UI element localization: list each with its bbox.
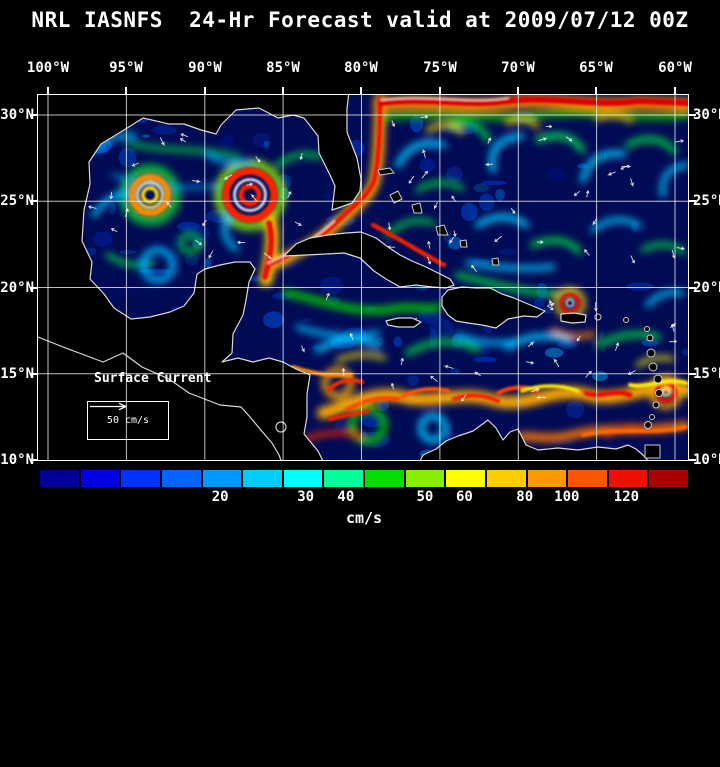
north-america-landmass	[38, 95, 362, 460]
colorbar-segment	[608, 470, 648, 487]
axis-tick	[30, 459, 37, 461]
colorbar-segment	[202, 470, 242, 487]
axis-tick	[595, 87, 597, 94]
colorbar-segment	[486, 470, 526, 487]
lat-axis-label: 15°N	[0, 366, 34, 382]
colorbar-segment	[365, 470, 404, 487]
lon-axis-label: 90°W	[188, 60, 222, 76]
forecast-map: Surface Current 50 cm/s	[37, 94, 689, 461]
lake-nicaragua	[275, 421, 287, 433]
lon-axis-label: 60°W	[658, 60, 692, 76]
scale-label: 50 cm/s	[106, 415, 150, 426]
cuba-island	[283, 231, 455, 289]
axis-tick	[282, 87, 284, 94]
axis-tick	[439, 87, 441, 94]
colorbar	[40, 470, 688, 487]
colorbar-segment	[121, 470, 160, 487]
axis-tick	[517, 87, 519, 94]
lat-axis-label: 15°N	[693, 366, 720, 382]
lat-axis-label: 10°N	[693, 452, 720, 468]
lat-axis-label: 25°N	[693, 193, 720, 209]
land-layer	[38, 95, 663, 460]
axis-tick	[204, 87, 206, 94]
jamaica-island	[385, 317, 422, 328]
axis-tick	[30, 200, 37, 202]
colorbar-segment	[405, 470, 445, 487]
axis-tick	[689, 373, 696, 375]
lon-axis-label: 65°W	[579, 60, 613, 76]
page-title: NRL IASNFS 24-Hr Forecast valid at 2009/…	[31, 8, 689, 32]
axis-tick	[30, 287, 37, 289]
colorbar-segment	[446, 470, 485, 487]
lat-axis-label: 20°N	[0, 280, 34, 296]
colorbar-unit: cm/s	[345, 509, 383, 527]
graticule	[38, 95, 688, 460]
south-america-landmass	[419, 419, 649, 460]
lat-axis-label: 20°N	[693, 280, 720, 296]
colorbar-tick-label: 100	[554, 489, 580, 505]
lon-axis-label: 85°W	[266, 60, 300, 76]
lon-axis-label: 70°W	[501, 60, 535, 76]
colorbar-tick-label: 20	[211, 489, 229, 505]
colorbar-segment	[80, 470, 120, 487]
puerto-rico-island	[560, 312, 587, 324]
colorbar-segment	[324, 470, 363, 487]
colorbar-segment	[527, 470, 567, 487]
lat-axis-label: 10°N	[0, 452, 34, 468]
axis-tick	[689, 200, 696, 202]
current-band-layer	[129, 96, 688, 437]
colorbar-segment	[568, 470, 607, 487]
axis-tick	[689, 459, 696, 461]
lesser-antilles-islands	[594, 313, 663, 459]
axis-tick	[360, 87, 362, 94]
axis-tick	[30, 373, 37, 375]
axis-tick	[674, 87, 676, 94]
colorbar-tick-label: 60	[456, 489, 473, 505]
axis-tick	[689, 287, 696, 289]
scale-arrow-icon	[90, 402, 127, 411]
colorbar-segment	[243, 470, 282, 487]
colorbar-tick-label: 40	[337, 489, 355, 505]
lat-axis-label: 25°N	[0, 193, 34, 209]
lat-axis-label: 30°N	[693, 107, 720, 123]
axis-tick	[47, 87, 49, 94]
colorbar-tick-label: 50	[416, 489, 434, 505]
colorbar-segment	[649, 470, 688, 487]
axis-tick	[125, 87, 127, 94]
scale-legend-box: 50 cm/s	[87, 401, 169, 440]
lon-axis-label: 75°W	[423, 60, 457, 76]
lat-axis-label: 30°N	[0, 107, 34, 123]
colorbar-segment	[161, 470, 201, 487]
colorbar-tick-label: 80	[516, 489, 534, 505]
colorbar-ticks: 20 30 40 50 60 80 100 120	[40, 489, 688, 506]
bahamas-islands	[377, 167, 500, 266]
surface-current-annotation: Surface Current	[94, 371, 212, 386]
axis-tick	[30, 114, 37, 116]
colorbar-tick-label: 30	[297, 489, 315, 505]
lon-axis-label: 95°W	[109, 60, 143, 76]
colorbar-tick-label: 120	[613, 489, 640, 505]
pacific-coastline	[38, 336, 282, 460]
colorbar-segment	[40, 470, 79, 487]
axis-tick	[689, 114, 696, 116]
lon-axis-label: 80°W	[344, 60, 378, 76]
current-field-svg	[38, 95, 688, 460]
lon-axis-label: 100°W	[26, 60, 70, 76]
colorbar-segment	[283, 470, 323, 487]
